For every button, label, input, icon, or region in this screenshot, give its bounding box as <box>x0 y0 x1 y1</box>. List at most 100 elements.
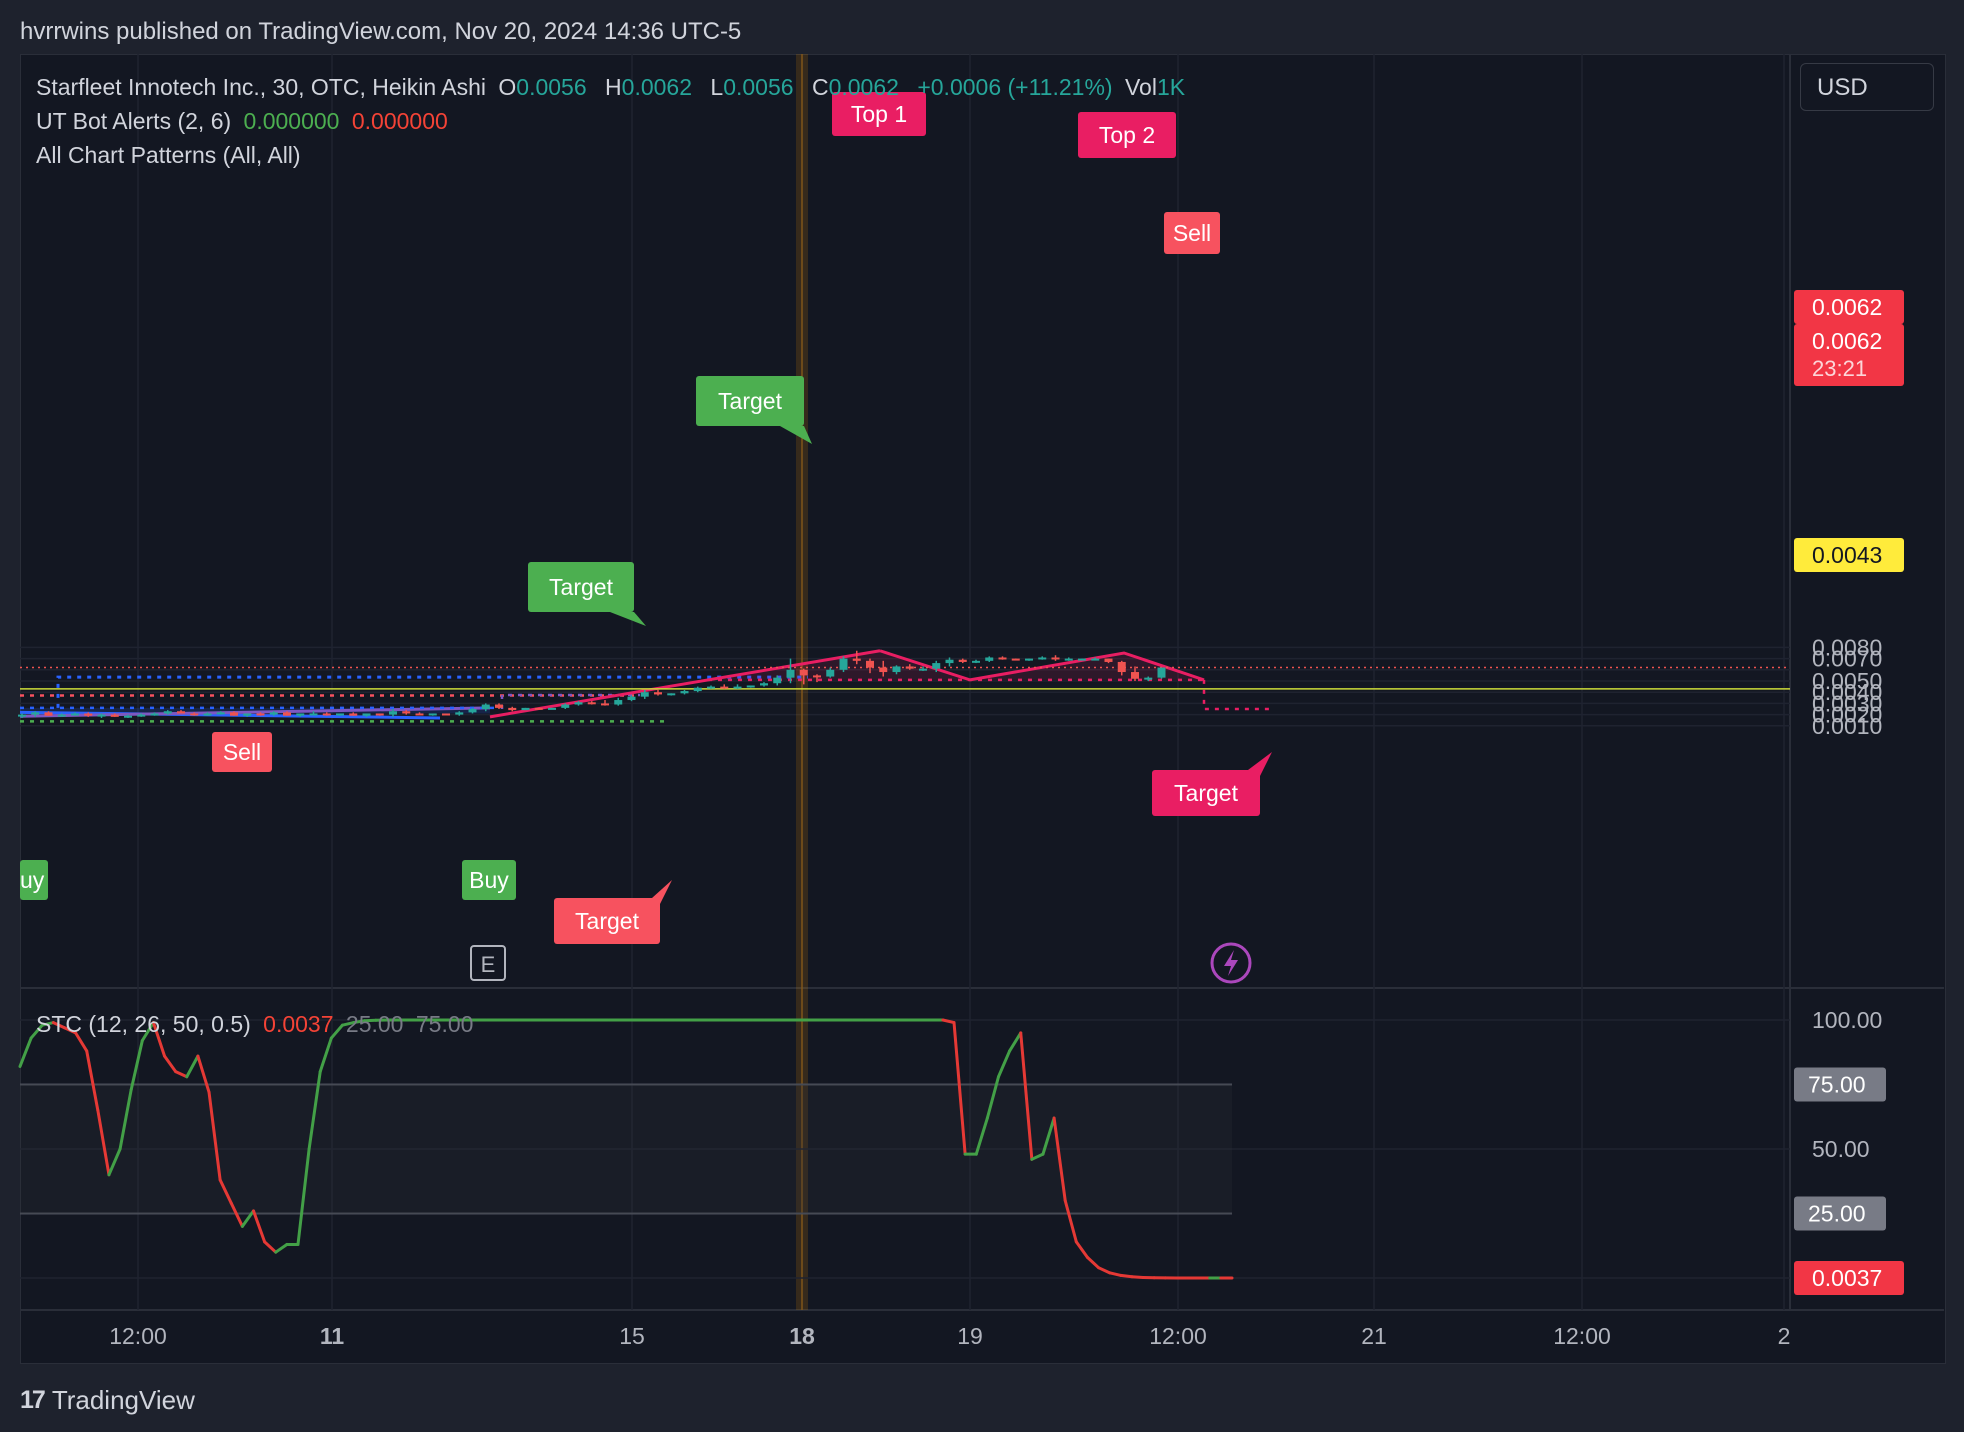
last-price-bg <box>1794 290 1904 324</box>
annotations: Top 1 Top 2 Sell Sell Buy uy Target Target Targe… <box>20 92 1272 984</box>
lightning-bolt <box>1224 950 1238 976</box>
candle <box>57 713 66 717</box>
stc-segment <box>207 1090 222 1182</box>
purple-dotted-target <box>500 693 640 709</box>
top-2-label-bg <box>1078 112 1176 158</box>
candle-body <box>1011 658 1020 661</box>
candle-body <box>124 715 132 718</box>
candle <box>945 657 954 667</box>
candle-body <box>495 704 503 708</box>
sell-signal-1-bg <box>1164 212 1220 254</box>
candle <box>733 684 742 689</box>
candle <box>322 712 331 716</box>
candle <box>415 712 424 716</box>
candle-body <box>720 686 729 689</box>
candle-body <box>760 683 768 686</box>
candle-body <box>322 713 331 716</box>
candle-body <box>44 712 53 716</box>
candle <box>667 693 676 696</box>
target-pointer <box>1248 752 1272 776</box>
stc-band-label: 25.00 <box>1794 1196 1886 1231</box>
y-tick-label: 0.0010 <box>1812 713 1882 739</box>
stc-segment <box>307 1070 322 1151</box>
candle-body <box>230 712 238 716</box>
candle <box>640 689 649 699</box>
top-2-label: Top 2 <box>1078 112 1176 158</box>
x-tick-label: 18 <box>789 1323 815 1349</box>
candle <box>879 660 888 677</box>
x-tick-label: 12:00 <box>109 1323 167 1349</box>
level-price-bg <box>1794 538 1904 572</box>
candle-body <box>389 711 397 715</box>
candle-body <box>892 666 901 673</box>
candle-body <box>919 668 927 671</box>
candle-body <box>402 711 411 714</box>
candle-body <box>190 713 199 716</box>
stc-segment <box>96 1108 111 1177</box>
stc-segment <box>941 1018 956 1025</box>
candle <box>521 707 530 711</box>
candle-body <box>283 712 291 716</box>
stc-current-text: 0.0037 <box>1812 1265 1882 1291</box>
currency-button[interactable]: USD <box>1800 63 1934 111</box>
candle <box>44 711 53 716</box>
stc-segment <box>1052 1116 1067 1203</box>
double-top-line <box>879 649 1205 682</box>
candle-body <box>349 713 358 716</box>
target-label-green-2: Target <box>528 562 634 612</box>
stc-segment <box>352 1019 367 1025</box>
candle <box>389 709 397 717</box>
sell-signal-1: Sell <box>1164 212 1220 254</box>
stc-segment <box>85 1049 100 1112</box>
symbol-title: Starfleet Innotech Inc., 30, OTC, Heikin… <box>36 74 486 100</box>
buy-signal-2-text: uy <box>20 867 45 893</box>
candle <box>1025 658 1033 661</box>
candle-body <box>256 713 265 716</box>
publisher-header: hvrrwins published on TradingView.com, N… <box>20 18 742 45</box>
x-tick-label: 19 <box>957 1323 983 1349</box>
candle-body <box>614 700 623 705</box>
candle-body <box>640 692 649 697</box>
stc-segment <box>252 1209 267 1244</box>
candle-body <box>375 713 384 716</box>
candle <box>349 712 358 716</box>
candle <box>614 697 623 706</box>
candle-body <box>958 659 967 662</box>
stc-band-fill <box>20 1084 1232 1214</box>
level-price-text: 0.0043 <box>1812 542 1882 568</box>
impulse-line <box>489 649 881 719</box>
candle-body <box>932 663 941 669</box>
candle-body <box>839 658 848 670</box>
target-label-green-1-text: Target <box>718 388 783 414</box>
top-2-label-text: Top 2 <box>1099 122 1155 148</box>
candle <box>336 713 344 716</box>
candle <box>110 713 119 717</box>
candle-body <box>866 660 874 668</box>
candle-body <box>1117 661 1126 673</box>
x-tick-label: 11 <box>320 1323 345 1349</box>
close-label: C <box>811 74 829 100</box>
candle-body <box>746 685 755 688</box>
open-label: O <box>498 74 517 100</box>
candle <box>97 713 106 718</box>
candle <box>190 712 199 716</box>
candle <box>892 665 901 675</box>
candle <box>402 710 411 715</box>
candle-body <box>1091 658 1100 661</box>
stc-segment <box>1097 1266 1112 1275</box>
candle <box>587 701 596 705</box>
candle <box>958 658 967 664</box>
candle <box>707 685 715 689</box>
stc-segment <box>263 1240 278 1254</box>
candle-body <box>879 667 888 673</box>
level-price-label: 0.0043 <box>1794 538 1904 572</box>
axes: 12:00 11 15 18 19 12:00 21 12:00 20.00800.00700.… <box>109 290 1904 1349</box>
candle <box>468 707 477 714</box>
target-label-green-1-bg <box>696 376 804 426</box>
candle <box>720 684 729 689</box>
target-label-green-2-text: Target <box>549 574 614 600</box>
buy-signal-1-text: Buy <box>469 867 509 893</box>
stc-segment <box>318 1036 333 1074</box>
